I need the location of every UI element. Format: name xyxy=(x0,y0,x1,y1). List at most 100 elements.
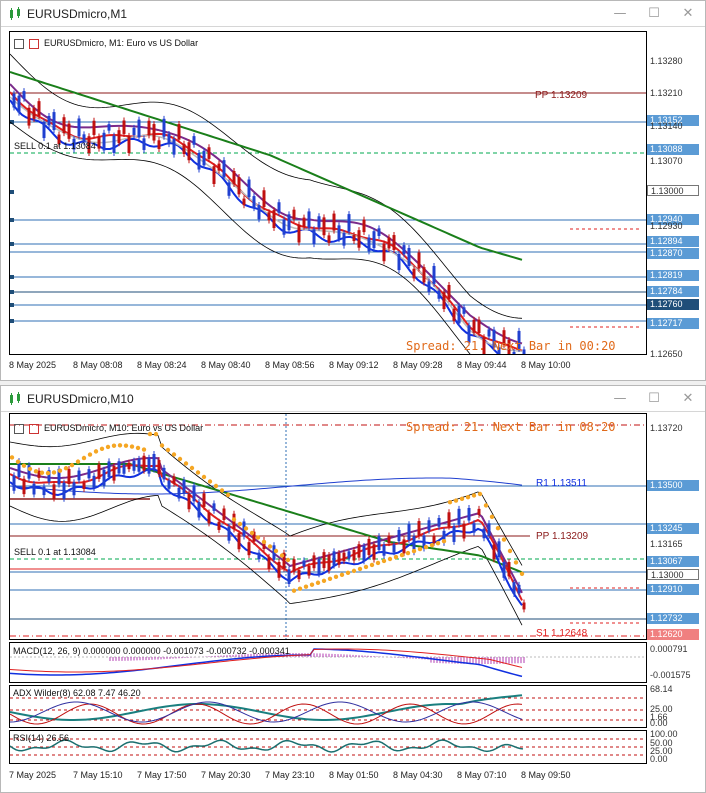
rsi-scale-0: 0.00 xyxy=(650,754,668,764)
candle-body xyxy=(22,91,26,99)
candle-body xyxy=(122,464,126,474)
candle-body xyxy=(312,555,316,569)
price-tick: 1.12717 xyxy=(647,318,699,329)
price-chart-m10[interactable]: EURUSDmicro, M10: Euro vs US Dollar R1 1… xyxy=(9,413,647,640)
candle-body xyxy=(277,202,281,213)
parabolic-sar-dot xyxy=(207,479,213,484)
time-tick: 8 May 2025 xyxy=(9,360,57,370)
time-axis[interactable]: 8 May 2025 8 May 08:08 8 May 08:24 8 May 08… xyxy=(9,357,647,373)
price-tick: 1.13070 xyxy=(650,156,683,166)
price-plot xyxy=(10,53,646,354)
candle-body xyxy=(237,177,241,195)
ma-gray xyxy=(10,96,523,352)
parabolic-sar-dot xyxy=(321,578,327,583)
candle-body xyxy=(402,245,406,255)
candle-body xyxy=(227,526,231,541)
pivot-label: PP 1.13209 xyxy=(535,90,588,101)
candle-body xyxy=(377,536,381,550)
candle-body xyxy=(247,542,251,556)
parabolic-sar-dot xyxy=(63,466,69,471)
maximize-icon[interactable]: ☐ xyxy=(648,6,660,21)
candle-body xyxy=(417,252,421,269)
candle-body xyxy=(112,466,116,481)
parabolic-sar-dot xyxy=(483,503,489,508)
maximize-icon[interactable]: ☐ xyxy=(648,391,660,406)
candle-body xyxy=(102,132,106,151)
candle-body xyxy=(257,552,261,560)
candle-body xyxy=(407,248,411,266)
candle-body xyxy=(387,237,391,249)
price-tick: 1.12650 xyxy=(650,349,683,359)
parabolic-sar-dot xyxy=(75,459,81,464)
close-icon[interactable]: ✕ xyxy=(682,391,694,406)
time-axis[interactable]: 7 May 2025 7 May 15:10 7 May 17:50 7 May 20… xyxy=(9,767,647,783)
parabolic-sar-dot xyxy=(117,443,123,448)
parabolic-sar-dot xyxy=(399,552,405,558)
price-chart-m1[interactable]: EURUSDmicro, M1: Euro vs US Dollar PP 1.… xyxy=(9,31,647,355)
price-tick: 1.12732 xyxy=(647,613,699,624)
candle-body xyxy=(337,553,341,565)
candle-body xyxy=(347,214,351,232)
sell-order-label[interactable]: SELL 0.1 at 1.13084 xyxy=(14,141,96,151)
price-tick: 1.13000 xyxy=(647,185,699,196)
price-axis[interactable]: 1.13720 1.13500 1.13245 1.13165 1.13067 1.130… xyxy=(647,413,705,640)
level-marker xyxy=(10,290,14,294)
chart-window-m10[interactable]: EURUSDmicro,M10 — ☐ ✕ EURUSDmicro, M10: … xyxy=(0,385,706,793)
spread-info: Spread: 21. Next Bar in 00:20 xyxy=(406,339,616,353)
ma-green xyxy=(10,463,523,574)
chart-window-m1[interactable]: EURUSDmicro,M1 — ☐ ✕ EURUSDmicro, M1: Eu… xyxy=(0,0,706,381)
candle-body xyxy=(32,107,36,119)
parabolic-sar-dot xyxy=(225,492,231,498)
candle-body xyxy=(272,545,276,560)
rsi-scale-50: 50.00 xyxy=(650,738,673,748)
parabolic-sar-dot xyxy=(435,540,441,546)
candle-body xyxy=(27,465,31,479)
candle-body xyxy=(107,124,111,131)
candle-body xyxy=(247,179,251,198)
level-marker xyxy=(10,190,14,194)
candle-body xyxy=(252,196,256,209)
price-tick: 1.13165 xyxy=(650,539,683,549)
ma-blue xyxy=(10,99,500,354)
level-marker xyxy=(10,242,14,246)
candle-body xyxy=(117,461,121,474)
candle-body xyxy=(67,469,71,484)
candle-body xyxy=(462,307,466,314)
price-axis[interactable]: 1.13280 1.13210 1.13152 1.13140 1.13088 1.130… xyxy=(647,31,705,359)
candle-body xyxy=(367,237,371,252)
candle-body xyxy=(337,225,341,240)
parabolic-sar-dot xyxy=(291,588,297,593)
price-tick: 1.13067 xyxy=(647,556,699,567)
parabolic-sar-dot xyxy=(519,571,525,576)
parabolic-sar-dot xyxy=(297,586,303,591)
window-titlebar[interactable]: EURUSDmicro,M10 — ☐ ✕ xyxy=(1,386,705,412)
candle-body xyxy=(47,115,51,126)
macd-panel[interactable]: MACD(12, 26, 9) 0.000000 0.000000 -0.001… xyxy=(9,642,647,683)
parabolic-sar-dot xyxy=(33,469,39,474)
sell-order-label[interactable]: SELL 0.1 at 1.13084 xyxy=(14,547,96,557)
parabolic-sar-dot xyxy=(105,444,111,450)
parabolic-sar-dot xyxy=(357,566,363,572)
parabolic-sar-dot xyxy=(213,483,219,489)
candle-body xyxy=(417,521,421,537)
candle-body xyxy=(347,551,351,559)
parabolic-sar-dot xyxy=(261,539,267,545)
minimize-icon[interactable]: — xyxy=(613,6,627,21)
parabolic-sar-dot xyxy=(57,468,63,473)
window-titlebar[interactable]: EURUSDmicro,M1 — ☐ ✕ xyxy=(1,1,705,27)
parabolic-sar-dot xyxy=(441,538,447,544)
bollinger-upper xyxy=(10,53,523,319)
rsi-panel[interactable]: RSI(14) 26.56 xyxy=(9,730,647,764)
candle-body xyxy=(57,468,61,485)
adx-scale-max: 68.14 xyxy=(650,684,673,694)
minimize-icon[interactable]: — xyxy=(613,391,627,406)
parabolic-sar-dot xyxy=(135,445,141,451)
candle-body xyxy=(207,147,211,159)
close-icon[interactable]: ✕ xyxy=(682,6,694,21)
adx-panel[interactable]: ADX Wilder(8) 62.08 7.47 46.20 xyxy=(9,685,647,728)
candle-body xyxy=(132,460,136,471)
parabolic-sar-dot xyxy=(111,443,117,448)
rsi-plot xyxy=(10,738,646,756)
candle-body xyxy=(457,508,461,525)
candle-body xyxy=(447,284,451,300)
